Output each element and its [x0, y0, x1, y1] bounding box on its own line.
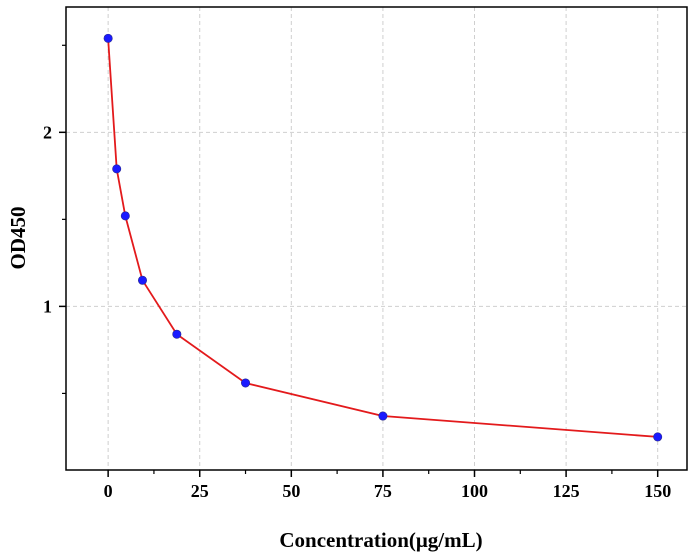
- x-tick-label: 25: [191, 481, 209, 501]
- data-point: [241, 378, 251, 388]
- data-point: [103, 33, 113, 43]
- series: [103, 33, 663, 442]
- x-tick-label: 0: [104, 481, 113, 501]
- data-point: [137, 275, 147, 285]
- x-tick-label: 50: [282, 481, 300, 501]
- x-tick-label: 100: [461, 481, 488, 501]
- x-axis-title: Concentration(μg/mL): [279, 528, 482, 552]
- data-point: [120, 211, 130, 221]
- axis-ticks: 0 25 50 75 100 125 150 1 2: [43, 44, 671, 501]
- series-line: [107, 38, 658, 438]
- x-tick-label: 75: [374, 481, 392, 501]
- data-point: [378, 411, 388, 421]
- plot-frame: [65, 6, 688, 471]
- data-point: [653, 432, 663, 442]
- x-tick-label: 150: [644, 481, 671, 501]
- y-tick-label: 2: [43, 122, 52, 142]
- grid: [66, 7, 687, 470]
- y-axis-title: OD450: [6, 207, 30, 270]
- y-tick-label: 1: [43, 296, 52, 316]
- data-point: [112, 164, 122, 174]
- x-tick-label: 125: [553, 481, 580, 501]
- data-point: [172, 329, 182, 339]
